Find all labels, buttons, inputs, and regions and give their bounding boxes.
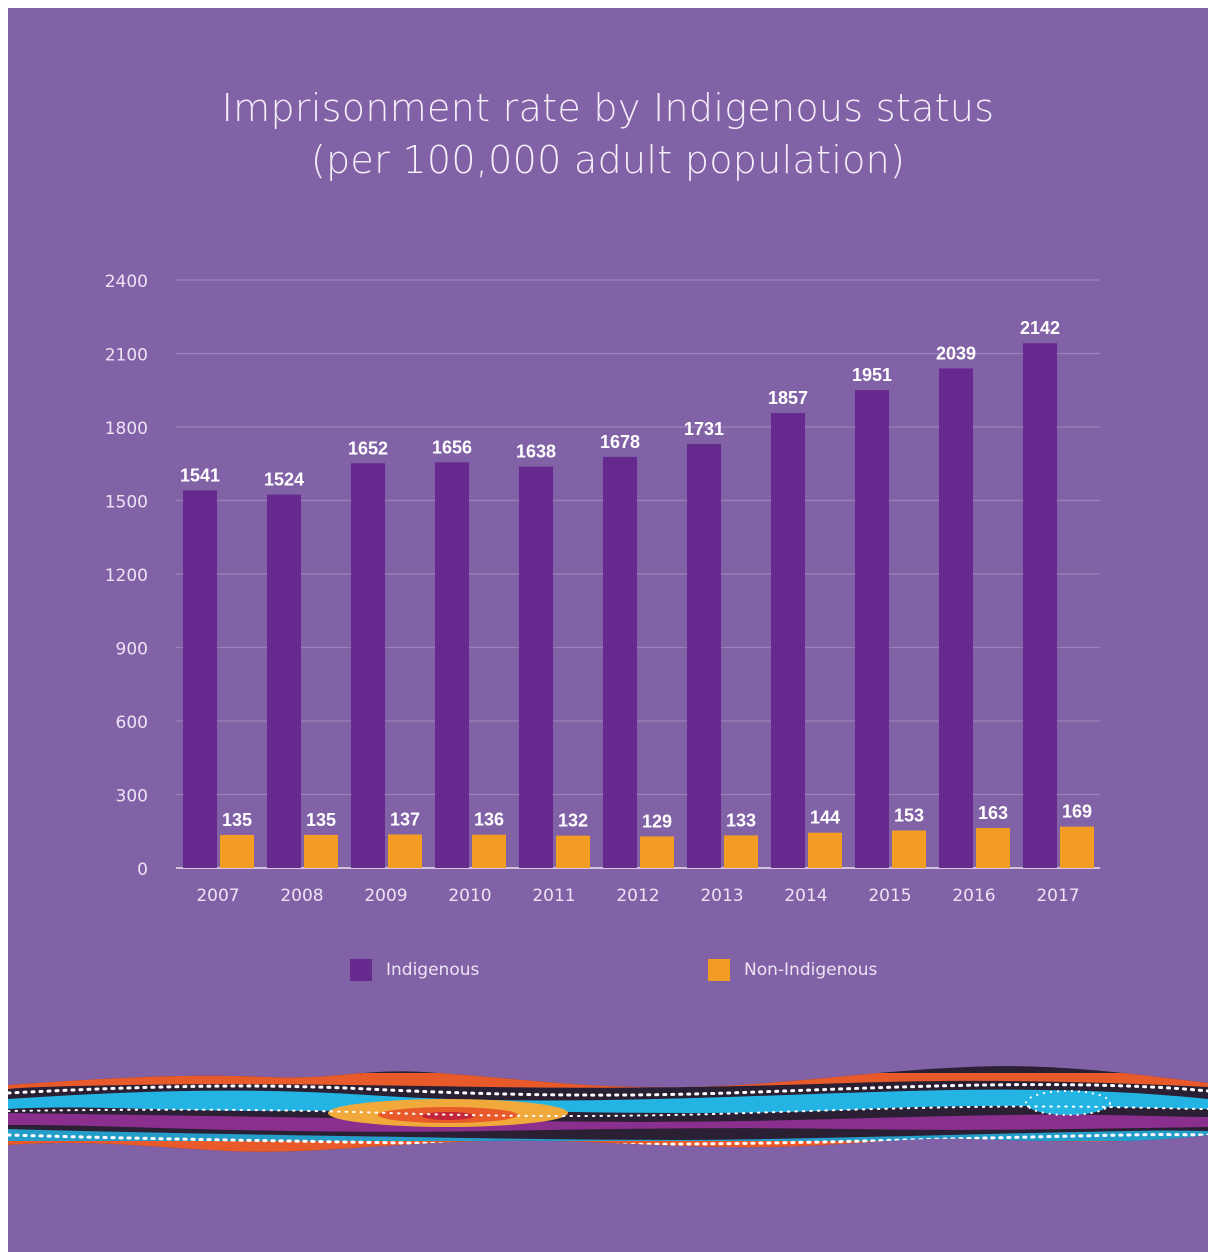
- bar-non-indigenous: [1060, 826, 1094, 868]
- bar-non-indigenous: [808, 832, 842, 868]
- x-tick-label: 2010: [448, 886, 491, 906]
- legend-label-indigenous: Indigenous: [386, 960, 480, 980]
- aboriginal-dot-art-band: [8, 1066, 1208, 1152]
- legend-item-non-indigenous: Non-Indigenous: [708, 959, 877, 981]
- data-label-non-indigenous: 169: [1062, 802, 1092, 822]
- x-tick-label: 2008: [280, 886, 323, 906]
- data-label-non-indigenous: 137: [390, 809, 420, 829]
- x-tick-label: 2007: [196, 886, 239, 906]
- data-label-non-indigenous: 133: [726, 810, 756, 830]
- x-tick-label: 2012: [616, 886, 659, 906]
- y-tick-label: 2400: [105, 272, 148, 292]
- y-tick-label: 2100: [105, 346, 148, 366]
- bar-indigenous: [267, 494, 301, 868]
- x-tick-label: 2015: [868, 886, 911, 906]
- bar-indigenous: [435, 462, 469, 868]
- data-label-non-indigenous: 135: [222, 810, 252, 830]
- x-tick-label: 2017: [1036, 886, 1079, 906]
- y-tick-label: 1500: [105, 493, 148, 513]
- legend-swatch-indigenous: [350, 959, 372, 981]
- data-label-indigenous: 1951: [852, 365, 892, 385]
- legend-label-non-indigenous: Non-Indigenous: [744, 960, 878, 980]
- legend-swatch-non-indigenous: [708, 959, 730, 981]
- bar-non-indigenous: [388, 834, 422, 868]
- bar-non-indigenous: [892, 830, 926, 868]
- y-tick-label: 0: [137, 860, 148, 880]
- data-label-indigenous: 1524: [264, 470, 304, 490]
- bar-non-indigenous: [724, 835, 758, 868]
- bar-indigenous: [603, 456, 637, 868]
- dot-art-pattern: [8, 1066, 1208, 1152]
- data-label-indigenous: 1638: [516, 442, 556, 462]
- infographic-page: Imprisonment rate by Indigenous status (…: [8, 8, 1208, 1252]
- y-tick-label: 300: [116, 787, 148, 807]
- y-tick-label: 1200: [105, 566, 148, 586]
- y-tick-label: 900: [116, 640, 148, 660]
- bar-non-indigenous: [304, 834, 338, 868]
- x-tick-label: 2011: [532, 886, 575, 906]
- bar-non-indigenous: [220, 834, 254, 868]
- data-label-indigenous: 2039: [936, 343, 976, 363]
- data-label-non-indigenous: 136: [474, 810, 504, 830]
- chart-title-line-1: Imprisonment rate by Indigenous status: [221, 86, 995, 130]
- data-label-indigenous: 2142: [1020, 318, 1060, 338]
- data-label-indigenous: 1541: [180, 465, 220, 485]
- y-tick-label: 600: [116, 713, 148, 733]
- data-label-indigenous: 1678: [600, 432, 640, 452]
- bar-indigenous: [351, 463, 385, 868]
- data-label-non-indigenous: 163: [978, 803, 1008, 823]
- chart-title-line-2: (per 100,000 adult population): [310, 138, 906, 182]
- data-label-non-indigenous: 132: [558, 811, 588, 831]
- bar-non-indigenous: [976, 828, 1010, 868]
- bar-indigenous: [183, 490, 217, 868]
- bar-indigenous: [519, 466, 553, 868]
- data-label-indigenous: 1656: [432, 437, 472, 457]
- data-label-non-indigenous: 144: [810, 808, 840, 828]
- x-tick-label: 2013: [700, 886, 743, 906]
- legend-item-indigenous: Indigenous: [350, 959, 479, 981]
- y-tick-label: 1800: [105, 419, 148, 439]
- data-label-non-indigenous: 129: [642, 811, 672, 831]
- bar-non-indigenous: [556, 835, 590, 868]
- bar-indigenous: [1023, 343, 1057, 869]
- x-tick-label: 2014: [784, 886, 827, 906]
- x-tick-label: 2009: [364, 886, 407, 906]
- bar-indigenous: [771, 413, 805, 868]
- x-tick-label: 2016: [952, 886, 995, 906]
- bar-non-indigenous: [472, 834, 506, 868]
- data-label-indigenous: 1857: [768, 388, 808, 408]
- data-label-indigenous: 1731: [684, 419, 724, 439]
- bar-indigenous: [855, 390, 889, 868]
- bar-chart: 0 300 600 900 1200 1500 1800 2100 2400 1541 135 200…: [105, 272, 1100, 906]
- bar-indigenous: [687, 443, 721, 868]
- bar-indigenous: [939, 368, 973, 868]
- bar-non-indigenous: [640, 836, 674, 868]
- data-label-indigenous: 1652: [348, 438, 388, 458]
- data-label-non-indigenous: 153: [894, 806, 924, 826]
- data-label-non-indigenous: 135: [306, 810, 336, 830]
